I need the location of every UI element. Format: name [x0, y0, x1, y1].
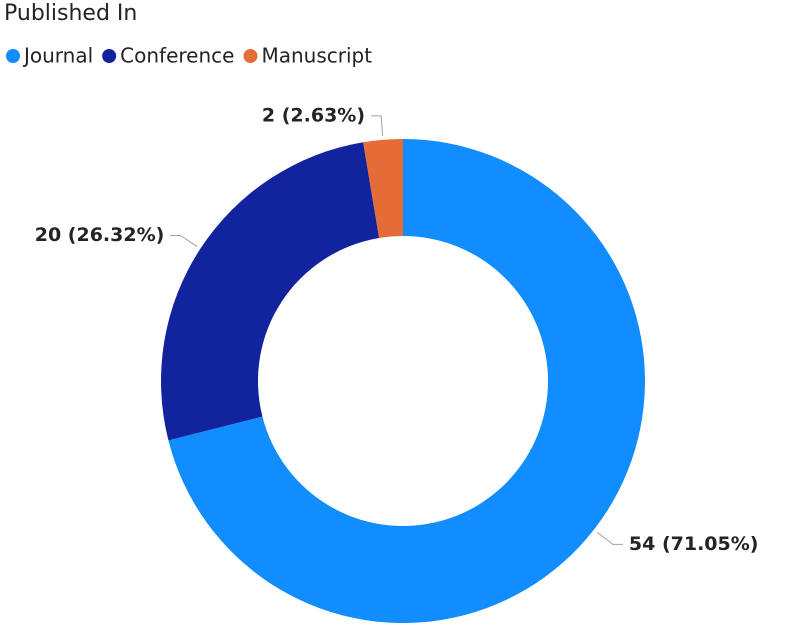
slice — [161, 142, 380, 441]
legend-marker — [243, 49, 258, 63]
legend-label: Manuscript — [261, 44, 372, 68]
leader-line — [170, 235, 198, 247]
legend-marker — [6, 49, 20, 63]
data-label: 20 (26.32%) — [35, 224, 165, 246]
data-label: 2 (2.63%) — [262, 104, 365, 126]
leader-line — [371, 115, 384, 136]
slice — [363, 139, 403, 238]
legend-label: Journal — [22, 44, 93, 68]
leader-line — [596, 531, 623, 545]
legend-marker — [102, 49, 117, 63]
chart-title: Published In — [4, 1, 137, 26]
slice — [168, 139, 645, 623]
legend-label: Conference — [120, 44, 234, 68]
data-label: 54 (71.05%) — [629, 533, 759, 555]
